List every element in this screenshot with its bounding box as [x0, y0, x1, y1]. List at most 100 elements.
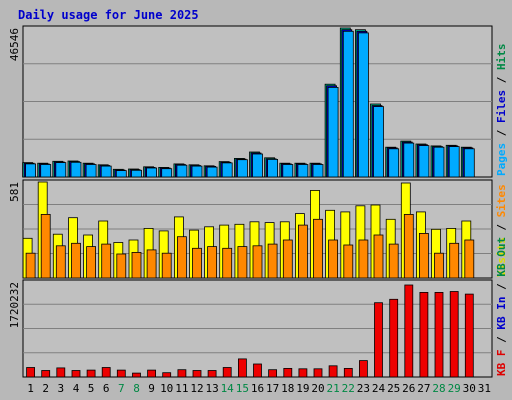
bar-sites	[388, 243, 399, 279]
bar-sites	[343, 244, 354, 279]
legend-entry: /	[495, 70, 508, 90]
bar-kb-f	[207, 370, 217, 378]
bar-kb-f	[147, 369, 157, 378]
bar-sites	[55, 245, 66, 279]
bar-sites	[101, 243, 112, 279]
bar-kb-f	[328, 365, 338, 378]
bar-kb-f	[162, 372, 172, 378]
bar-kb-f	[404, 284, 414, 378]
x-tick-label: 2	[42, 382, 49, 395]
chart-title: Daily usage for June 2025	[18, 8, 199, 22]
y-max-label: 46546	[8, 28, 21, 61]
bar-sites	[267, 243, 278, 279]
bar-kb-f	[71, 370, 81, 378]
x-tick-label: 4	[73, 382, 80, 395]
bar-sites	[464, 239, 475, 279]
bar-pages	[252, 153, 263, 178]
legend-entry: Sites	[495, 184, 508, 217]
legend-entry: /	[495, 217, 508, 237]
bar-pages	[236, 159, 248, 178]
bar-sites	[207, 246, 218, 279]
x-tick-label: 12	[190, 382, 203, 395]
bar-pages	[463, 148, 475, 178]
panel-2: 581 Visits / Sites	[8, 179, 508, 279]
x-tick-label: 26	[402, 382, 415, 395]
bar-pages	[55, 162, 67, 178]
bar-kb-f	[298, 368, 308, 378]
bar-sites	[373, 234, 384, 279]
bar-sites	[222, 247, 233, 279]
bar-sites	[313, 218, 323, 279]
bar-kb-f	[222, 367, 232, 378]
x-tick-label: 10	[160, 382, 173, 395]
bar-pages	[131, 169, 142, 178]
x-tick-label: 8	[133, 382, 140, 395]
bar-pages	[403, 142, 415, 178]
chart-panels: 46546 Pages / Files / Hits 581 Visits / Sit…	[8, 25, 508, 378]
bar-kb-f	[389, 298, 399, 378]
bar-kb-f	[132, 372, 141, 378]
x-tick-label: 19	[296, 382, 309, 395]
x-tick-label: 29	[448, 382, 461, 395]
x-tick-label: 9	[148, 382, 155, 395]
x-tick-label: 24	[372, 382, 386, 395]
x-tick-label: 20	[311, 382, 324, 395]
bar-pages	[448, 146, 460, 178]
bar-kb-f	[177, 369, 187, 378]
bar-pages	[312, 164, 324, 178]
bar-kb-f	[283, 367, 293, 378]
bar-sites	[146, 249, 157, 279]
x-tick-label: 27	[417, 382, 430, 395]
x-tick-label: 13	[205, 382, 218, 395]
y-max-label: 1720232	[8, 282, 21, 328]
bar-sites	[418, 232, 429, 279]
bar-sites	[25, 252, 36, 279]
bar-pages	[327, 87, 339, 178]
legend-entry: Files	[495, 90, 508, 123]
panel-legend: Visits / Sites	[495, 184, 508, 277]
bar-sites	[282, 239, 293, 279]
x-tick-label: 16	[251, 382, 264, 395]
x-tick-label: 18	[281, 382, 294, 395]
legend-entry: KB In	[495, 297, 508, 330]
bar-pages	[70, 161, 82, 178]
x-tick-label: 21	[326, 382, 339, 395]
x-tick-label: 5	[88, 382, 95, 395]
bar-sites	[434, 252, 444, 279]
bar-pages	[115, 170, 127, 178]
legend-entry: KB Out	[495, 237, 508, 277]
x-tick-label: 3	[57, 382, 64, 395]
y-max-label: 581	[8, 182, 21, 202]
bar-kb-f	[192, 370, 202, 378]
bar-pages	[433, 146, 445, 178]
legend-entry: Pages	[495, 143, 508, 176]
x-tick-label: 25	[387, 382, 400, 395]
bar-kb-f	[419, 291, 429, 378]
bar-pages	[418, 145, 430, 178]
legend-entry: Visits	[495, 237, 508, 277]
bar-pages	[221, 162, 233, 178]
x-tick-label: 6	[103, 382, 110, 395]
legend-entry: /	[495, 277, 508, 297]
bar-kb-f	[358, 360, 368, 378]
bar-sites	[116, 253, 127, 279]
bar-kb-f	[237, 358, 247, 378]
bar-pages	[342, 30, 354, 178]
bar-kb-f	[343, 367, 353, 378]
bar-kb-f	[86, 369, 96, 378]
bar-sites	[131, 251, 142, 279]
bar-pages	[40, 164, 52, 178]
panel-3: 1720232 KB F / KB In / KB Out	[8, 237, 508, 378]
bar-sites	[328, 239, 339, 279]
bar-sites	[358, 239, 369, 279]
bar-sites	[192, 247, 202, 279]
bar-kb-f	[41, 370, 51, 378]
legend-entry: Hits	[495, 44, 508, 71]
x-tick-label: 7	[118, 382, 125, 395]
bar-pages	[297, 164, 309, 178]
x-tick-label: 28	[432, 382, 445, 395]
bar-kb-f	[116, 369, 126, 378]
bar-pages	[85, 164, 97, 178]
bar-sites	[252, 245, 263, 279]
